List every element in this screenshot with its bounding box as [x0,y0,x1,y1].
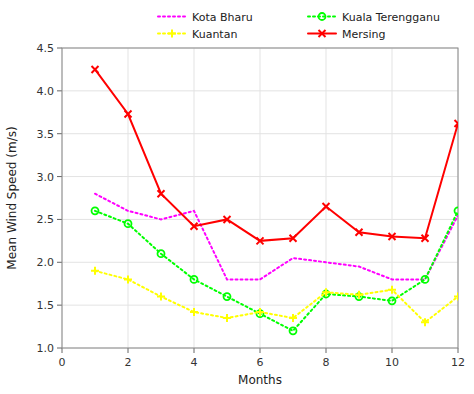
x-tick [260,348,261,353]
legend-marker [319,30,326,37]
series-line [95,211,458,331]
y-tick [57,262,62,263]
legend-swatch [308,16,336,18]
x-tick-label: 6 [257,356,264,369]
series-marker [454,293,458,301]
plot-frame [62,48,458,348]
series-marker [389,297,396,304]
series-marker [290,235,297,242]
x-tick [392,348,393,353]
legend-label: Kuala Terengganu [342,11,440,24]
series-line [95,271,458,322]
series-marker [224,293,231,300]
series-marker [190,308,198,316]
series-marker [256,308,264,316]
series-marker [388,286,396,294]
series-marker [455,120,459,127]
chart: 0 2 4 6 8 10 12 1.0 1.5 2.0 2.5 3.0 3.5 4.0 4.5 Months M… [0,0,474,394]
series-marker [91,267,99,275]
y-tick [57,90,62,91]
series-marker [356,229,363,236]
series-marker [455,207,459,214]
y-grid-line [62,219,458,220]
series-marker [323,203,330,210]
y-tick [57,133,62,134]
y-axis-label: Mean Wind Speed (m/s) [5,126,19,269]
legend-label: Mersing [342,28,386,41]
series [92,66,459,244]
series-marker [421,318,429,326]
series-marker [422,235,429,242]
y-tick-label: 1.5 [37,299,55,312]
x-axis-label: Months [238,373,282,387]
x-tick-label: 4 [191,356,198,369]
series-marker [191,223,198,230]
x-grid-line [194,48,195,348]
series-marker [355,291,363,299]
y-tick-label: 2.0 [37,256,55,269]
series-marker [289,314,297,322]
y-grid-line [62,133,458,134]
x-tick [194,348,195,353]
x-tick-label: 2 [125,356,132,369]
series-marker [322,288,330,296]
legend-label: Kota Bharu [192,11,253,24]
x-grid-line [392,48,393,348]
x-tick [62,348,63,353]
x-tick-label: 12 [451,356,465,369]
x-tick [128,348,129,353]
x-grid-line [128,48,129,348]
legend-swatch [158,16,186,18]
series-marker [290,327,297,334]
y-grid-line [62,90,458,91]
y-tick-label: 4.5 [37,42,55,55]
y-tick-label: 3.0 [37,171,55,184]
x-tick-label: 10 [385,356,399,369]
series-marker [92,207,99,214]
y-tick-label: 4.0 [37,85,55,98]
series-marker [158,250,165,257]
series-line [95,69,458,240]
series-marker [224,216,231,223]
series-marker [158,190,165,197]
series [92,207,459,334]
series-group [91,66,458,334]
series-marker [389,233,396,240]
series [91,267,458,326]
series-marker [157,293,165,301]
series-marker [191,276,198,283]
legend: Kota Bharu Kuala Terengganu Kuantan Mersing [158,11,440,41]
series-marker [257,237,264,244]
legend-label: Kuantan [192,28,237,41]
y-tick-label: 1.0 [37,342,55,355]
x-tick [458,348,459,353]
series-marker [422,276,429,283]
x-grid-line [260,48,261,348]
y-tick [57,219,62,220]
series-marker [125,220,132,227]
y-tick [57,348,62,349]
y-tick-label: 3.5 [37,128,55,141]
x-tick-label: 0 [59,356,66,369]
plot-area [62,48,458,348]
y-tick-label: 2.5 [37,213,55,226]
series-marker [223,314,231,322]
series-marker [92,66,99,73]
y-grid-line [62,305,458,306]
y-tick [57,48,62,49]
x-tick [326,348,327,353]
y-grid-line [62,176,458,177]
legend-marker [168,30,176,38]
x-tick-label: 8 [323,356,330,369]
grid [62,48,458,348]
series-marker [125,111,132,118]
axes: 0 2 4 6 8 10 12 1.0 1.5 2.0 2.5 3.0 3.5 4.0 4.5 [37,42,466,369]
x-grid-line [326,48,327,348]
y-tick [57,176,62,177]
series-marker [124,275,132,283]
legend-marker [319,13,326,20]
y-grid-line [62,262,458,263]
y-tick [57,305,62,306]
